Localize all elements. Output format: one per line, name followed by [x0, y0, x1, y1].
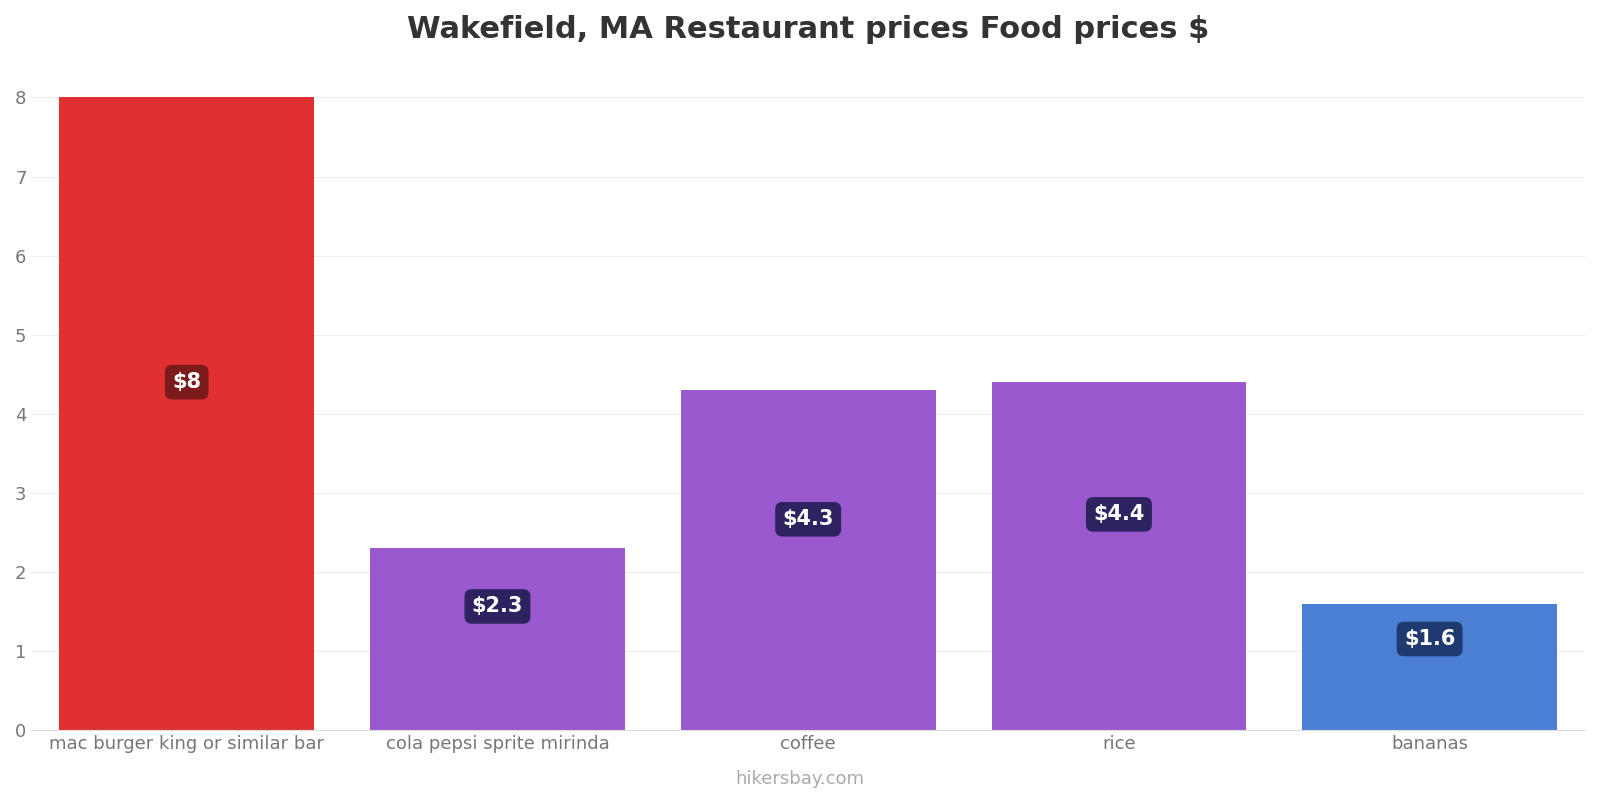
Text: $2.3: $2.3: [472, 597, 523, 617]
Bar: [992, 382, 1246, 730]
Bar: [1302, 603, 1557, 730]
Bar: [680, 390, 936, 730]
Title: Wakefield, MA Restaurant prices Food prices $: Wakefield, MA Restaurant prices Food pri…: [406, 15, 1210, 44]
Bar: [59, 98, 314, 730]
Text: hikersbay.com: hikersbay.com: [736, 770, 864, 788]
Bar: [370, 548, 626, 730]
Text: $8: $8: [173, 372, 202, 392]
Text: $4.3: $4.3: [782, 510, 834, 530]
Text: $4.4: $4.4: [1093, 504, 1144, 524]
Text: $1.6: $1.6: [1403, 629, 1456, 649]
